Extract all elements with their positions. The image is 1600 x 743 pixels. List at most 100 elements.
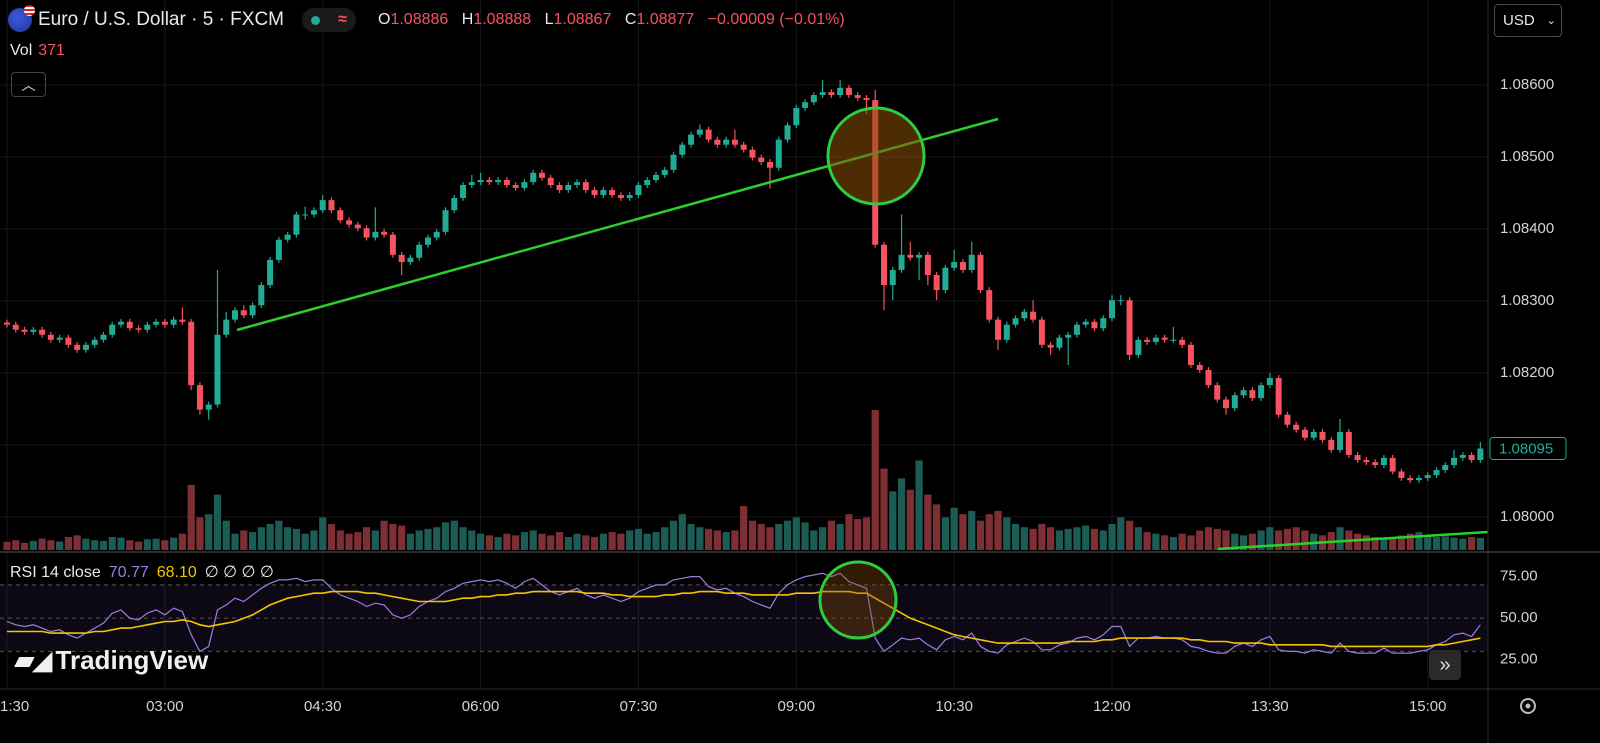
symbol-title: Euro / U.S. Dollar · 5 · FXCM: [38, 9, 284, 30]
candle-body: [810, 95, 817, 103]
volume-bar: [862, 517, 871, 550]
status-pill[interactable]: ≈: [302, 8, 356, 32]
volume-bar: [257, 527, 265, 550]
volume-bar: [906, 489, 914, 550]
candle-body: [1310, 431, 1317, 438]
x-tick-label: 10:30: [935, 698, 973, 715]
candle-body: [337, 210, 344, 221]
candle-body: [433, 231, 440, 238]
volume-bar: [3, 541, 11, 550]
volume-value: 371: [38, 42, 65, 59]
volume-bar: [468, 530, 476, 550]
highlight-circle: [826, 106, 926, 206]
candle-body: [731, 139, 738, 145]
candle-body: [1407, 478, 1414, 481]
volume-bar: [503, 533, 511, 550]
candle-body: [968, 254, 975, 270]
candle-body: [1030, 311, 1037, 320]
volume-bar: [871, 410, 879, 550]
x-tick-label: 04:30: [304, 698, 342, 715]
candle-body: [153, 321, 160, 325]
rsi-line: [6, 572, 1481, 654]
volume-bar: [1380, 538, 1388, 550]
candle-body: [1135, 339, 1142, 355]
market-open-dot: [311, 15, 321, 25]
volume-bar: [29, 540, 37, 550]
rsi-line: [7, 590, 1481, 648]
volume-bar: [441, 522, 450, 550]
candle-body: [547, 177, 554, 186]
volume-bar: [187, 484, 195, 550]
x-tick-label: 07:30: [620, 698, 658, 715]
candle-body: [1038, 319, 1045, 345]
candle-body: [1477, 448, 1484, 461]
candle-body: [109, 324, 116, 335]
grid-layer: [0, 0, 1488, 688]
volume-bar: [1467, 536, 1476, 550]
rsi-extra-values: ∅ ∅ ∅ ∅: [204, 564, 274, 581]
volume-bar: [740, 506, 748, 550]
last-price-label: 1.08095: [1499, 440, 1553, 457]
candle-body: [1056, 337, 1063, 348]
candle-body: [1249, 390, 1256, 399]
volume-bar: [547, 535, 555, 550]
rsi-layer: [0, 572, 1488, 654]
volume-bar: [56, 541, 64, 550]
candle-body: [617, 195, 624, 198]
candle-body: [100, 334, 107, 340]
volume-bar: [161, 540, 169, 550]
candle-body: [933, 275, 940, 291]
volume-bar: [380, 520, 388, 550]
candle-body: [1109, 300, 1116, 319]
volume-bar: [1178, 533, 1186, 550]
volume-bar: [1134, 527, 1142, 550]
candle-body: [249, 305, 256, 316]
candle-body: [986, 290, 993, 320]
volume-bar: [529, 530, 537, 550]
candle-body: [503, 179, 510, 186]
x-tick-label: 1:30: [0, 698, 29, 715]
gear-center[interactable]: [1525, 703, 1531, 709]
delay-icon: ≈: [338, 11, 347, 28]
volume-bar: [143, 539, 151, 550]
candle-body: [118, 321, 125, 325]
candle-body: [240, 310, 247, 316]
settings-button[interactable]: [1520, 698, 1536, 714]
volume-bar: [1239, 535, 1248, 550]
y-tick-label: 50.00: [1500, 609, 1538, 626]
candle-body: [1065, 334, 1072, 338]
volume-bar: [108, 536, 116, 550]
candle-body: [521, 182, 528, 188]
scroll-to-realtime-button[interactable]: »: [1429, 650, 1461, 680]
volume-bar: [1090, 528, 1099, 550]
watermark: ▰◢ TradingView: [14, 645, 208, 676]
y-tick-label: 1.08400: [1500, 220, 1554, 237]
volume-bar: [889, 491, 897, 550]
ohlc-key: H: [461, 11, 474, 28]
candle-body: [293, 214, 300, 235]
volume-bar: [643, 533, 651, 550]
volume-bar: [626, 530, 634, 550]
volume-bar: [1415, 532, 1423, 550]
gear-icon[interactable]: [1520, 698, 1536, 714]
candle-body: [1021, 311, 1028, 319]
volume-bar: [687, 523, 695, 550]
candle-body: [1073, 324, 1080, 335]
currency-button[interactable]: USD ⌄: [1494, 4, 1562, 37]
candle-body: [319, 200, 326, 211]
candle-body: [977, 254, 984, 291]
collapse-button[interactable]: ︿: [11, 72, 46, 97]
volume-bar: [1432, 536, 1441, 550]
volume-bar: [1450, 537, 1458, 550]
candle-body: [1047, 344, 1054, 348]
price-change: −0.00009 (−0.01%): [707, 11, 845, 28]
candle-body: [881, 244, 887, 286]
candle-body: [1301, 429, 1308, 438]
volume-bar: [652, 532, 660, 550]
candle-body: [82, 344, 89, 350]
volume-bar: [327, 523, 336, 550]
candle-body: [258, 285, 265, 306]
candle-body: [1003, 324, 1010, 340]
volume-bar: [783, 520, 792, 550]
